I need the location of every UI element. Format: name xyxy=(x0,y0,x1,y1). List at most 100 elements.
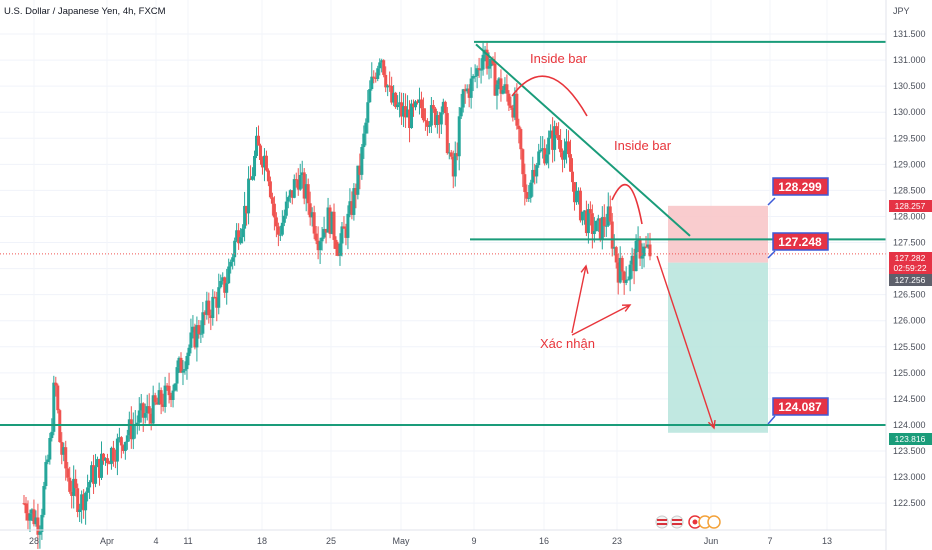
candle-body xyxy=(38,531,42,535)
candle-body xyxy=(185,356,189,370)
candle-body xyxy=(88,482,92,488)
candle-body xyxy=(80,494,84,510)
x-tick-label: 28 xyxy=(29,536,39,546)
candle-body xyxy=(207,300,211,316)
candle-body xyxy=(402,106,406,117)
candle-body xyxy=(62,447,66,455)
x-tick-label: 7 xyxy=(767,536,772,546)
bottom-axis-badge xyxy=(889,433,932,445)
price-axis-badges: 128.257 127.282 02:59:22 127.256 123.816 xyxy=(889,200,932,445)
candle-body xyxy=(624,279,628,283)
us-flag-stripe-icon xyxy=(657,519,667,521)
entry-tag-label: 127.248 xyxy=(778,235,822,249)
candle-body xyxy=(398,102,402,105)
inside-bar-label-2: Inside bar xyxy=(614,138,672,153)
currency-label: JPY xyxy=(893,6,910,16)
candle-body xyxy=(74,478,78,489)
candle-body xyxy=(364,122,368,134)
candle-body xyxy=(292,179,296,198)
candle-body xyxy=(147,406,151,414)
candle-body xyxy=(348,201,352,214)
candle-body xyxy=(372,76,376,78)
candle-body xyxy=(167,385,171,396)
candle-body xyxy=(46,459,50,462)
candle-body xyxy=(137,410,141,423)
candle-body xyxy=(380,60,384,63)
candle-body xyxy=(344,228,348,238)
candle-body xyxy=(243,205,247,229)
candle-body xyxy=(386,85,390,88)
candle-body xyxy=(479,69,483,71)
candle-body xyxy=(517,125,521,130)
candle-body xyxy=(50,431,54,439)
y-tick-label: 126.000 xyxy=(893,316,926,326)
candle-body xyxy=(507,93,511,106)
candle-body xyxy=(489,58,493,67)
candle-body xyxy=(620,257,624,272)
candle-body xyxy=(286,197,290,202)
candle-body xyxy=(584,210,588,234)
candle-body xyxy=(153,395,157,403)
candle-body xyxy=(569,154,573,172)
y-tick-label: 128.500 xyxy=(893,185,926,195)
candle-body xyxy=(394,92,398,108)
candle-body xyxy=(642,246,646,257)
candle-body xyxy=(626,279,630,281)
candle-body xyxy=(203,312,207,315)
candle-body xyxy=(574,191,578,203)
candle-body xyxy=(525,192,529,199)
stop-tag[interactable] xyxy=(772,177,829,196)
us-flag-2-icon[interactable] xyxy=(670,515,684,529)
candle-body xyxy=(332,211,336,240)
candle-body xyxy=(477,68,481,71)
entry-tag[interactable] xyxy=(772,232,829,251)
candle-body xyxy=(443,101,447,114)
descending-trendline xyxy=(475,43,691,237)
candle-body xyxy=(598,218,602,240)
candle-body xyxy=(26,513,30,521)
candle-body xyxy=(356,165,360,195)
x-tick-label: 18 xyxy=(257,536,267,546)
candle-body xyxy=(30,509,34,514)
candle-body xyxy=(169,395,173,400)
candle-body xyxy=(284,201,288,216)
event-2-icon[interactable] xyxy=(707,515,721,529)
candle-body xyxy=(509,105,513,108)
candle-body xyxy=(473,75,477,77)
candle-body xyxy=(139,403,143,411)
candle-body xyxy=(76,488,80,513)
candle-body xyxy=(465,88,469,92)
candle-body xyxy=(241,228,245,238)
candle-body xyxy=(362,133,366,148)
candle-body xyxy=(632,255,636,272)
candle-body xyxy=(199,333,203,335)
x-tick-label: 23 xyxy=(612,536,622,546)
candle-body xyxy=(314,233,318,241)
candle-body xyxy=(499,78,503,94)
candle-body xyxy=(129,419,133,440)
candle-body xyxy=(113,460,117,462)
candle-body xyxy=(151,395,155,424)
candle-body xyxy=(547,137,551,155)
candle-body xyxy=(425,121,429,127)
candle-body xyxy=(175,367,179,384)
confirm-arrow-1 xyxy=(571,265,587,334)
candle-body xyxy=(567,141,571,155)
candle-body xyxy=(239,237,243,244)
candle-body xyxy=(249,178,253,180)
candle-body xyxy=(533,169,537,177)
x-tick-label: 13 xyxy=(822,536,832,546)
candle-body xyxy=(127,419,131,436)
us-flag-icon[interactable] xyxy=(655,515,669,529)
candle-body xyxy=(360,147,364,175)
candle-body xyxy=(366,102,370,123)
candle-body xyxy=(435,115,439,125)
candle-body xyxy=(149,413,153,424)
candle-body xyxy=(561,152,565,160)
candle-body xyxy=(187,347,191,357)
candle-body xyxy=(161,404,165,407)
target-tag[interactable] xyxy=(772,397,829,416)
candle-body xyxy=(109,447,113,464)
drawing-layer xyxy=(0,40,886,430)
candle-body xyxy=(545,154,549,164)
